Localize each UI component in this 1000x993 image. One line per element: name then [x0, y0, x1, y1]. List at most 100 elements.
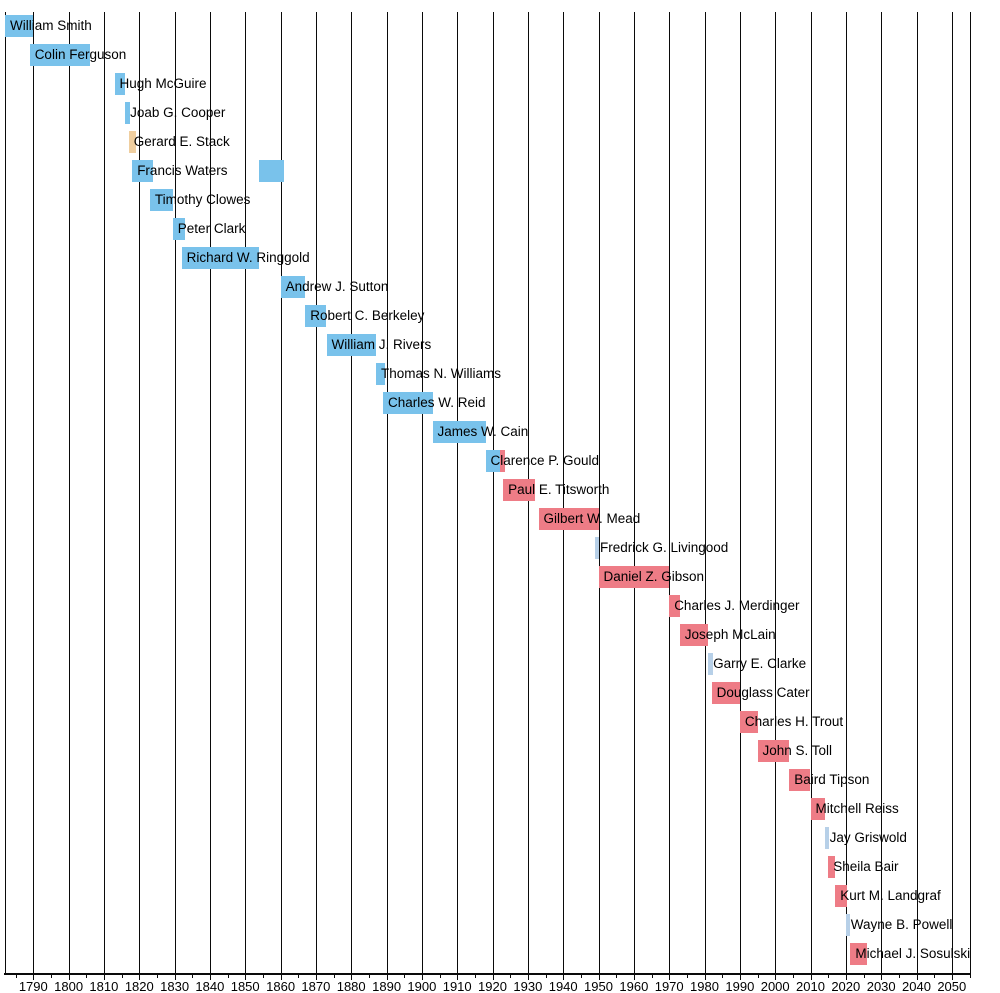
major-tick-1890 [386, 975, 388, 980]
gridline-year-1890 [386, 12, 388, 973]
major-tick-1990 [739, 975, 741, 980]
minor-tick-1885 [368, 975, 370, 978]
person-label: Charles W. Reid [388, 395, 486, 410]
minor-tick-1865 [298, 975, 300, 978]
gridline-year-1830 [174, 12, 176, 973]
major-tick-2040 [916, 975, 918, 980]
gridline-year-2030 [881, 12, 883, 973]
person-label: Peter Clark [177, 221, 246, 236]
x-tick-label: 2030 [866, 979, 896, 993]
minor-tick-1935 [545, 975, 547, 978]
x-tick-label: 2000 [760, 979, 790, 993]
gridline-year-2010 [810, 12, 812, 973]
x-tick-label: 2010 [796, 979, 825, 993]
gridline-year-2055 [969, 12, 971, 973]
person-label: Gerard E. Stack [133, 134, 230, 149]
tenure-bar [280, 276, 306, 298]
person-label: Jay Griswold [829, 830, 907, 845]
gridline-year-1960 [633, 12, 635, 973]
minor-tick-2035 [898, 975, 900, 978]
tenure-bar [132, 160, 154, 182]
tenure-bar [5, 15, 34, 37]
tenure-bar [739, 711, 758, 733]
x-tick-label: 1870 [301, 979, 331, 993]
tenure-bar [598, 566, 670, 588]
gridline-year-1840 [209, 12, 211, 973]
major-tick-1800 [68, 975, 70, 980]
person-label: John S. Toll [762, 743, 833, 758]
person-label: James W. Cain [437, 424, 529, 439]
gridline-year-1790 [33, 12, 35, 973]
minor-tick-1975 [686, 975, 688, 978]
minor-tick-1955 [616, 975, 618, 978]
gridline-year-2000 [775, 12, 777, 973]
gridline-year-1860 [280, 12, 282, 973]
major-tick-1820 [139, 975, 141, 980]
tenure-bar [828, 856, 836, 878]
person-label: Garry E. Clarke [713, 656, 807, 671]
x-tick-label: 1810 [89, 979, 119, 993]
tenure-bar [669, 595, 680, 617]
major-tick-1840 [209, 975, 211, 980]
person-label: Michael J. Sosulski [855, 946, 971, 961]
tenure-bar [432, 421, 486, 443]
x-tick-label: 1850 [230, 979, 260, 993]
person-label: Kurt M. Landgraf [840, 888, 941, 903]
major-tick-2050 [951, 975, 953, 980]
tenure-bar [499, 450, 505, 472]
major-tick-1880 [351, 975, 353, 980]
major-tick-2030 [881, 975, 883, 980]
gridline-year-1980 [704, 12, 706, 973]
minor-tick-1995 [757, 975, 759, 978]
minor-tick-1855 [262, 975, 264, 978]
gridline-year-1820 [139, 12, 141, 973]
person-label: Joseph McLain [684, 627, 776, 642]
x-tick-label: 2040 [902, 979, 931, 993]
person-label: Robert C. Berkeley [310, 308, 425, 323]
x-tick-label: 1800 [54, 979, 84, 993]
minor-tick-1785 [15, 975, 17, 978]
person-label: Francis Waters [137, 163, 228, 178]
person-label: Douglass Cater [716, 685, 810, 700]
minor-tick-1945 [580, 975, 582, 978]
tenure-bar [711, 682, 740, 704]
x-tick-label: 1910 [442, 979, 472, 993]
minor-tick-1845 [227, 975, 229, 978]
tenure-bar [595, 537, 599, 559]
x-tick-label: 1980 [690, 979, 719, 993]
x-tick-label: 1950 [584, 979, 613, 993]
major-tick-1900 [421, 975, 423, 980]
tenure-bar [181, 247, 260, 269]
major-tick-1950 [598, 975, 600, 980]
person-label: Fredrick G. Livingood [600, 540, 729, 555]
gridline-year-1950 [598, 12, 600, 973]
gridline-year-1970 [669, 12, 671, 973]
gridline-year-1800 [68, 12, 70, 973]
person-label: Timothy Clowes [154, 192, 251, 207]
minor-tick-1895 [404, 975, 406, 978]
tenure-bar [172, 218, 186, 240]
gridline-year-2040 [916, 12, 918, 973]
minor-tick-1965 [651, 975, 653, 978]
major-tick-1920 [492, 975, 494, 980]
person-label: William J. Rivers [331, 337, 432, 352]
major-tick-1980 [704, 975, 706, 980]
x-tick-label: 2020 [831, 979, 861, 993]
minor-tick-1795 [50, 975, 52, 978]
tenure-bar [810, 798, 825, 820]
x-tick-label: 1960 [619, 979, 649, 993]
gridline-year-1900 [421, 12, 423, 973]
person-label: Sheila Bair [833, 859, 899, 874]
minor-tick-2045 [934, 975, 936, 978]
gridline-year-1940 [563, 12, 565, 973]
tenure-bar [149, 189, 173, 211]
tenure-bar [789, 769, 811, 791]
tenure-bar [114, 73, 126, 95]
minor-tick-1815 [121, 975, 123, 978]
gridline-year-2050 [951, 12, 953, 973]
minor-tick-1805 [86, 975, 88, 978]
person-label: Charles J. Merdinger [674, 598, 800, 613]
minor-tick-1825 [156, 975, 158, 978]
x-tick-label: 1880 [336, 979, 366, 993]
major-tick-1790 [33, 975, 35, 980]
